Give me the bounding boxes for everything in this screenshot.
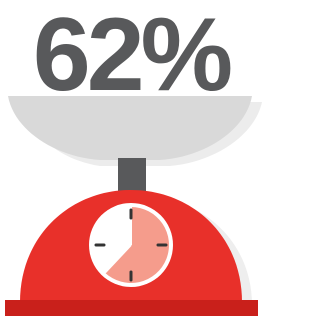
page: {"chart_data": {"type": "pie", "values":… xyxy=(0,0,320,316)
infographic: 62% xyxy=(0,0,262,316)
scale-base xyxy=(5,300,258,316)
